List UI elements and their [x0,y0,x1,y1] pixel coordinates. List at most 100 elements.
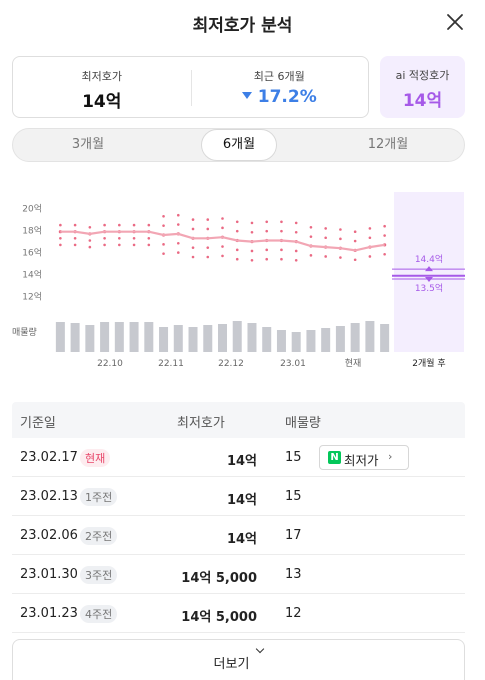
row-count: 13 [285,567,302,582]
price-dot [265,229,269,233]
price-dot [103,243,106,247]
row-count: 12 [285,606,302,621]
header-price: 최저호가 [177,416,225,431]
row-price: 14억 [226,532,257,547]
period-selector: 3개월 6개월 12개월 [12,128,465,162]
price-dot [59,237,62,240]
x-tick-label: 22.11 [158,359,184,369]
ai-price-value: 14억 [402,91,443,111]
period-tab-6m[interactable]: 6개월 [201,129,277,161]
forecast-background [394,192,464,352]
volume-bar [380,324,390,352]
price-dot [368,255,372,258]
price-dot [73,243,77,247]
x-tick-label: 22.12 [218,359,244,369]
ai-price-label: ai 적정호가 [395,69,450,82]
x-tick-label: 현재 [345,358,362,369]
price-dot [309,235,313,238]
volume-label: 매물량 [12,326,37,338]
chevron-right-icon: › [388,450,393,463]
forecast-upper-label: 14.4억 [415,253,443,265]
price-dot [191,218,195,221]
price-dot [383,234,386,237]
volume-bar [129,322,139,352]
price-dot [368,227,372,230]
volume-bar [100,322,110,352]
naver-lowest-price-button[interactable]: N 최저가 › [319,445,409,470]
volume-bar [55,322,65,352]
price-dot [250,249,254,253]
price-dot [206,218,210,221]
price-dot [191,255,195,259]
price-dot [221,254,224,258]
volume-bar [144,322,154,352]
page-title: 최저호가 분석 [192,16,293,36]
volume-bar [335,326,345,352]
row-date: 23.02.17 [20,450,78,465]
volume-bar [306,330,316,352]
period-tab-12m[interactable]: 12개월 [367,137,409,152]
price-dot [147,237,151,240]
price-dot [339,256,342,259]
price-dot [88,245,92,249]
price-dot [383,224,386,228]
summary-card: 최저호가 14억 최근 6개월 17.2% [12,56,369,118]
x-tick-label: 23.01 [280,359,306,369]
more-label: 더보기 [213,657,250,672]
row-week-badge: 1주전 [80,488,118,506]
row-week-badge: 2주전 [80,527,118,545]
price-dot [309,254,313,257]
price-dot [221,217,224,220]
forecast-down-arrow-icon [425,277,433,282]
price-dot [324,227,327,230]
y-tick-label: 14억 [22,269,42,281]
change-value: 17.2% [257,87,317,107]
price-dot [280,229,283,233]
close-icon[interactable] [445,12,465,32]
price-dot [235,220,239,224]
row-count: 17 [285,528,302,543]
price-dot [339,228,342,231]
price-dot [294,230,298,234]
lowest-price-summary: 최저호가 14억 [13,57,191,117]
volume-bar [276,330,286,352]
volume-bar [188,327,198,352]
row-week-badge: 3주전 [80,566,118,584]
price-dot [118,223,121,227]
price-dot [176,241,180,245]
median-price-line [60,230,385,252]
more-button[interactable]: 더보기 [12,639,465,680]
price-dot [221,226,224,230]
x-tick-label: 2개월 후 [412,357,445,369]
volume-bar [321,328,331,352]
volume-bar [159,327,169,352]
volume-bar [291,332,301,352]
price-dot [191,227,195,231]
price-dot [176,213,180,217]
price-dot [59,223,62,227]
price-dot [309,226,313,229]
price-dot [294,221,298,225]
lowest-price-label: 최저호가 [81,70,122,83]
price-dot [280,257,283,261]
volume-bar [85,325,95,352]
volume-bar [218,324,227,352]
price-dot [59,243,62,247]
price-dot [176,223,180,226]
price-dot [368,236,372,240]
row-date: 23.02.06 [20,528,78,543]
row-count: 15 [285,489,302,504]
history-table: 기준일 최저호가 매물량 23.02.17 현재 14억 15 N 최저가 › 23.02.1… [12,402,465,633]
forecast-lower-label: 13.5억 [415,282,443,294]
row-price: 14억 [226,454,257,469]
volume-bar [365,321,375,352]
period-tab-3m[interactable]: 3개월 [71,137,105,152]
table-row: 23.02.06 2주전 14억 17 [12,516,465,555]
y-tick-label: 18억 [22,225,42,237]
lowest-price-value: 14억 [82,92,122,112]
price-dot [162,224,165,227]
change-summary: 최근 6개월 17.2% [191,57,369,117]
chevron-down-icon [256,644,265,654]
row-date: 23.01.23 [20,606,78,621]
